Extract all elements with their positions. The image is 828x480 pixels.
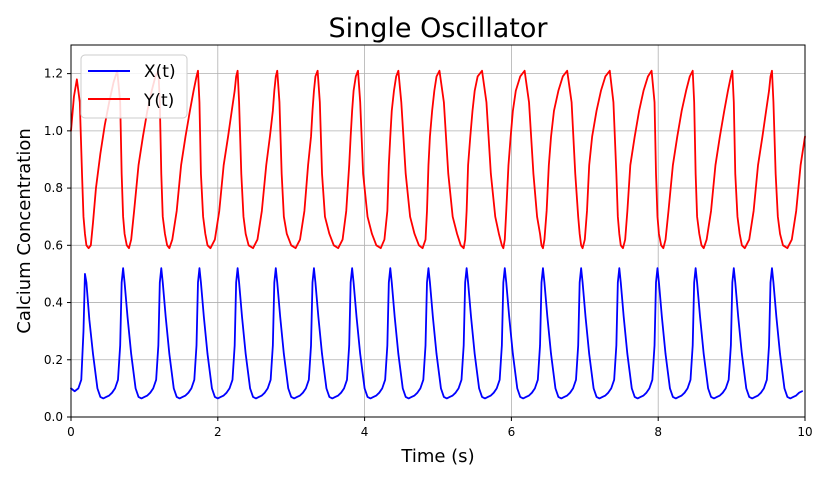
- y-tick-label: 0.6: [44, 238, 63, 252]
- x-tick-label: 10: [797, 425, 812, 439]
- x-axis-label: Time (s): [400, 446, 474, 467]
- y-tick-label: 1.0: [44, 124, 63, 138]
- x-tick-label: 8: [654, 425, 662, 439]
- series-line-x: [70, 267, 803, 400]
- series-layer: [70, 69, 806, 400]
- y-axis-label: Calcium Concentration: [14, 128, 35, 334]
- y-tick-label: 0.8: [44, 181, 63, 195]
- grid: [71, 45, 805, 417]
- y-tick-label: 0.2: [44, 353, 63, 367]
- legend: X(t) Y(t): [80, 54, 188, 119]
- chart-title: Single Oscillator: [328, 13, 548, 44]
- y-tick-label: 0.0: [44, 410, 63, 424]
- x-tick-label: 2: [214, 425, 222, 439]
- x-tick-label: 4: [361, 425, 369, 439]
- series-line-y: [70, 69, 806, 250]
- axes-frame: [70, 44, 806, 418]
- y-tick-label: 1.2: [44, 67, 63, 81]
- y-tick-label: 0.4: [44, 296, 63, 310]
- legend-label-y: Y(t): [143, 91, 174, 111]
- legend-label-x: X(t): [144, 62, 176, 82]
- x-tick-label: 0: [67, 425, 75, 439]
- ticks: 0 2 4 6 8 10 0.0 0.2 0.4 0.6 0.8 1.0 1.2: [44, 67, 813, 439]
- x-tick-label: 6: [508, 425, 516, 439]
